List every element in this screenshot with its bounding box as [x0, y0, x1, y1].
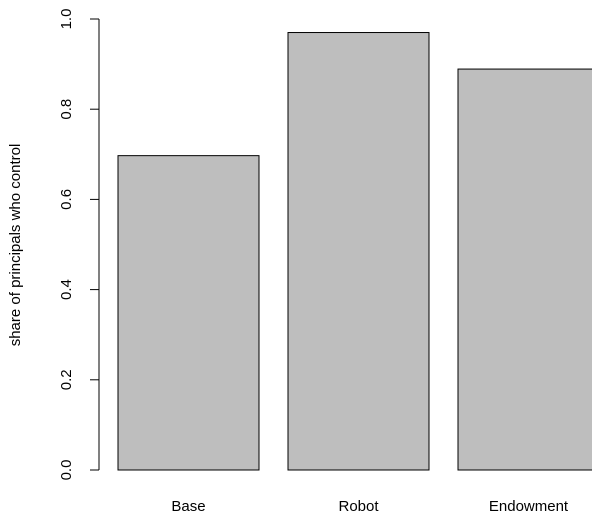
y-tick-label: 0.2 — [58, 369, 75, 390]
y-axis: 0.0 0.2 0.4 0.6 0.8 1.0 — [58, 9, 100, 481]
y-axis-label: share of principals who control — [7, 144, 24, 347]
y-tick-label: 0.6 — [58, 189, 75, 210]
x-tick-label: Robot — [338, 498, 379, 515]
x-axis-labels: Base Robot Endowment — [171, 498, 569, 515]
bar-base — [117, 155, 260, 471]
x-tick-label: Endowment — [489, 498, 569, 515]
y-tick-label: 0.0 — [58, 460, 75, 481]
bar-endowment — [457, 68, 592, 471]
y-tick-label: 1.0 — [58, 9, 75, 30]
x-tick-label: Base — [171, 498, 205, 515]
bars-group — [117, 32, 592, 471]
y-tick-label: 0.8 — [58, 99, 75, 120]
y-tick-label: 0.4 — [58, 279, 75, 300]
bar-robot — [287, 32, 430, 471]
